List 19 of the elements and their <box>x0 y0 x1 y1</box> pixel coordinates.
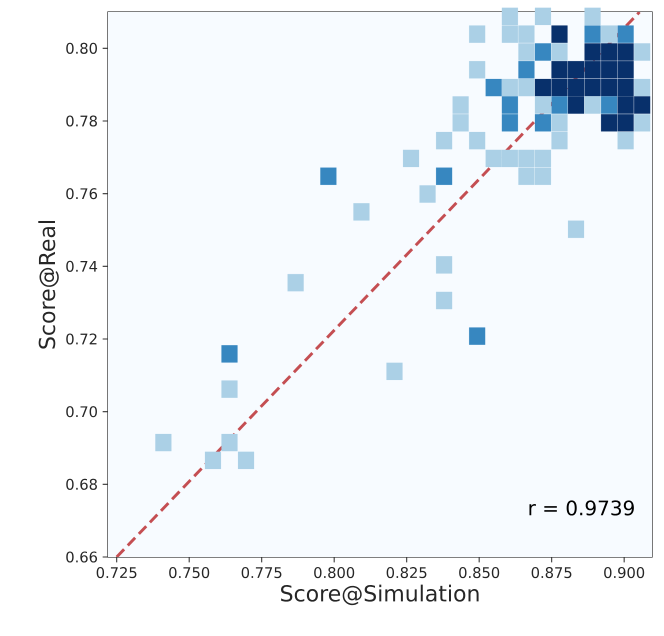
x-tick-label: 0.900 <box>604 567 644 578</box>
y-tick-label: 0.72 <box>66 333 96 345</box>
x-tick-label: 0.825 <box>386 567 426 578</box>
y-tick-label: 0.78 <box>66 115 97 127</box>
x-tick-label: 0.775 <box>242 567 282 578</box>
x-tick-label: 0.750 <box>169 567 210 578</box>
y-tick-label: 0.68 <box>66 478 97 490</box>
y-tick-label: 0.74 <box>66 260 98 272</box>
x-tick-label: 0.800 <box>314 567 354 578</box>
y-tick-label: 0.66 <box>66 551 98 563</box>
x-axis-title: Score@Simulation <box>281 584 479 606</box>
x-tick-label: 0.875 <box>532 567 572 578</box>
y-tick-label: 0.70 <box>66 406 97 418</box>
y-tick-label: 0.76 <box>66 188 98 200</box>
y-tick-label: 0.80 <box>66 42 97 54</box>
y-axis-title: Score@Real <box>38 221 59 349</box>
x-tick-label: 0.725 <box>96 567 136 578</box>
x-tick-label: 0.850 <box>459 567 500 578</box>
annotation: r = 0.9739 <box>529 500 634 516</box>
